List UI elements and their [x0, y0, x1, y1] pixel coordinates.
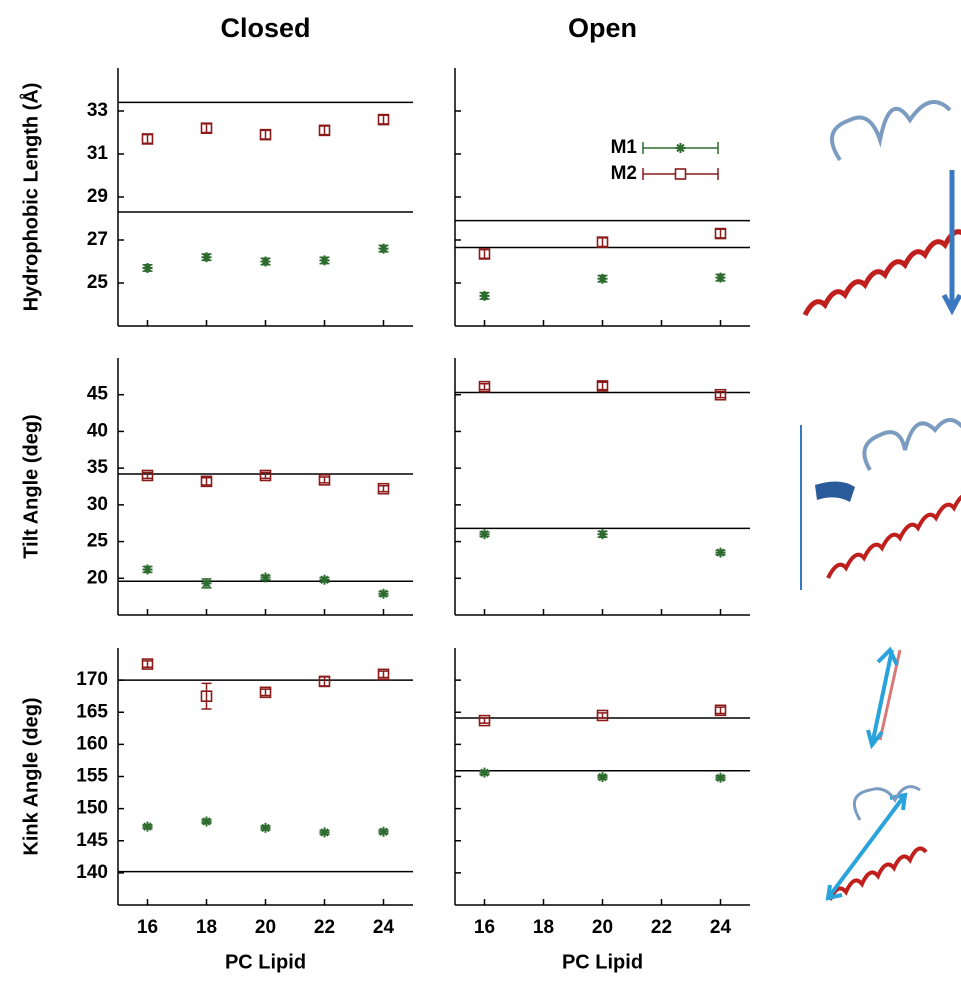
m1-marker	[261, 823, 271, 833]
error-bar	[480, 384, 490, 390]
error-bar	[480, 250, 490, 259]
m1-marker	[379, 589, 389, 599]
error-bar	[379, 486, 389, 492]
error-bar	[379, 671, 389, 677]
error-bar	[480, 718, 490, 723]
y-tick-label: 30	[87, 494, 108, 515]
y-tick-label: 45	[87, 384, 109, 405]
helix-1	[805, 155, 961, 315]
column-title: Closed	[220, 13, 310, 43]
x-tick-label: 16	[137, 917, 158, 938]
m1-marker	[598, 274, 608, 284]
m1-marker	[716, 273, 726, 283]
error-bar	[202, 683, 212, 709]
legend-label: M1	[611, 137, 638, 158]
x-tick-label: 16	[474, 917, 495, 938]
legend-symbol	[676, 143, 686, 153]
y-tick-label: 25	[87, 272, 109, 293]
error-bar	[143, 135, 153, 144]
m1-marker	[379, 244, 389, 254]
m1-marker	[379, 827, 389, 837]
m1-marker	[143, 263, 153, 273]
x-tick-label: 20	[592, 917, 613, 938]
y-tick-label: 170	[76, 669, 108, 690]
figure: 25 27 29 31 33 Closed Hydrophobic Length (Å) M1…	[0, 0, 961, 983]
y-tick-label: 145	[76, 830, 108, 851]
m1-marker	[143, 564, 153, 574]
error-bar	[261, 689, 271, 695]
x-tick-label: 22	[314, 917, 335, 938]
error-bar	[320, 477, 330, 483]
m1-marker	[143, 822, 153, 832]
x-tick-label: 18	[533, 917, 554, 938]
y-axis-label: Kink Angle (deg)	[20, 697, 42, 855]
x-axis-label: PC Lipid	[562, 951, 643, 973]
loop-4	[854, 787, 920, 820]
y-axis-label: Hydrophobic Length (Å)	[18, 83, 42, 312]
m1-marker	[320, 575, 330, 585]
m1-marker	[261, 573, 271, 583]
m1-marker	[202, 578, 212, 588]
y-tick-label: 31	[87, 143, 109, 164]
error-bar	[716, 229, 726, 238]
legend-marker	[676, 169, 686, 179]
m1-marker	[716, 773, 726, 783]
y-tick-label: 25	[87, 531, 109, 552]
error-bar	[261, 130, 271, 139]
y-tick-label: 35	[87, 457, 109, 478]
x-tick-label: 20	[255, 917, 276, 938]
m1-marker	[480, 768, 490, 778]
m1-marker	[202, 252, 212, 262]
y-tick-label: 20	[87, 567, 108, 588]
x-axis-label: PC Lipid	[225, 951, 306, 973]
error-bar	[598, 382, 608, 389]
error-bar	[320, 677, 330, 686]
y-tick-label: 150	[76, 798, 108, 819]
legend-symbol	[676, 169, 686, 179]
error-bar	[202, 478, 212, 485]
loop-2	[864, 420, 961, 470]
protein-illustrations	[801, 102, 961, 900]
m1-marker	[480, 529, 490, 539]
loop-1	[832, 102, 950, 160]
error-bar	[716, 707, 726, 713]
arrow-2	[815, 481, 855, 502]
x-tick-label: 24	[710, 917, 732, 938]
y-tick-label: 140	[76, 862, 108, 883]
column-title: Open	[568, 13, 637, 43]
y-tick-label: 40	[87, 420, 108, 441]
kink-arrow-2	[828, 795, 905, 898]
m1-marker	[598, 772, 608, 782]
helix-2	[828, 495, 961, 578]
x-tick-label: 22	[651, 917, 672, 938]
error-bar	[598, 238, 608, 247]
legend-marker	[676, 143, 686, 153]
y-axis-label: Tilt Angle (deg)	[20, 414, 42, 558]
m1-marker	[202, 816, 212, 826]
error-bar	[143, 661, 153, 667]
error-bar	[598, 713, 608, 718]
y-tick-label: 33	[87, 100, 108, 121]
m1-marker	[320, 827, 330, 837]
x-tick-label: 24	[373, 917, 395, 938]
m1-marker	[716, 548, 726, 558]
legend-label: M2	[611, 163, 637, 184]
m1-marker	[320, 255, 330, 265]
y-tick-label: 155	[76, 766, 108, 787]
x-tick-label: 18	[196, 917, 217, 938]
error-bar	[202, 124, 212, 133]
error-bar	[320, 126, 330, 135]
y-tick-label: 29	[87, 186, 108, 207]
m1-marker	[261, 257, 271, 267]
y-tick-label: 165	[76, 701, 108, 722]
y-tick-label: 27	[87, 229, 108, 250]
m1-marker	[598, 529, 608, 539]
m1-marker	[480, 291, 490, 301]
error-bar	[379, 115, 389, 124]
y-tick-label: 160	[76, 733, 108, 754]
